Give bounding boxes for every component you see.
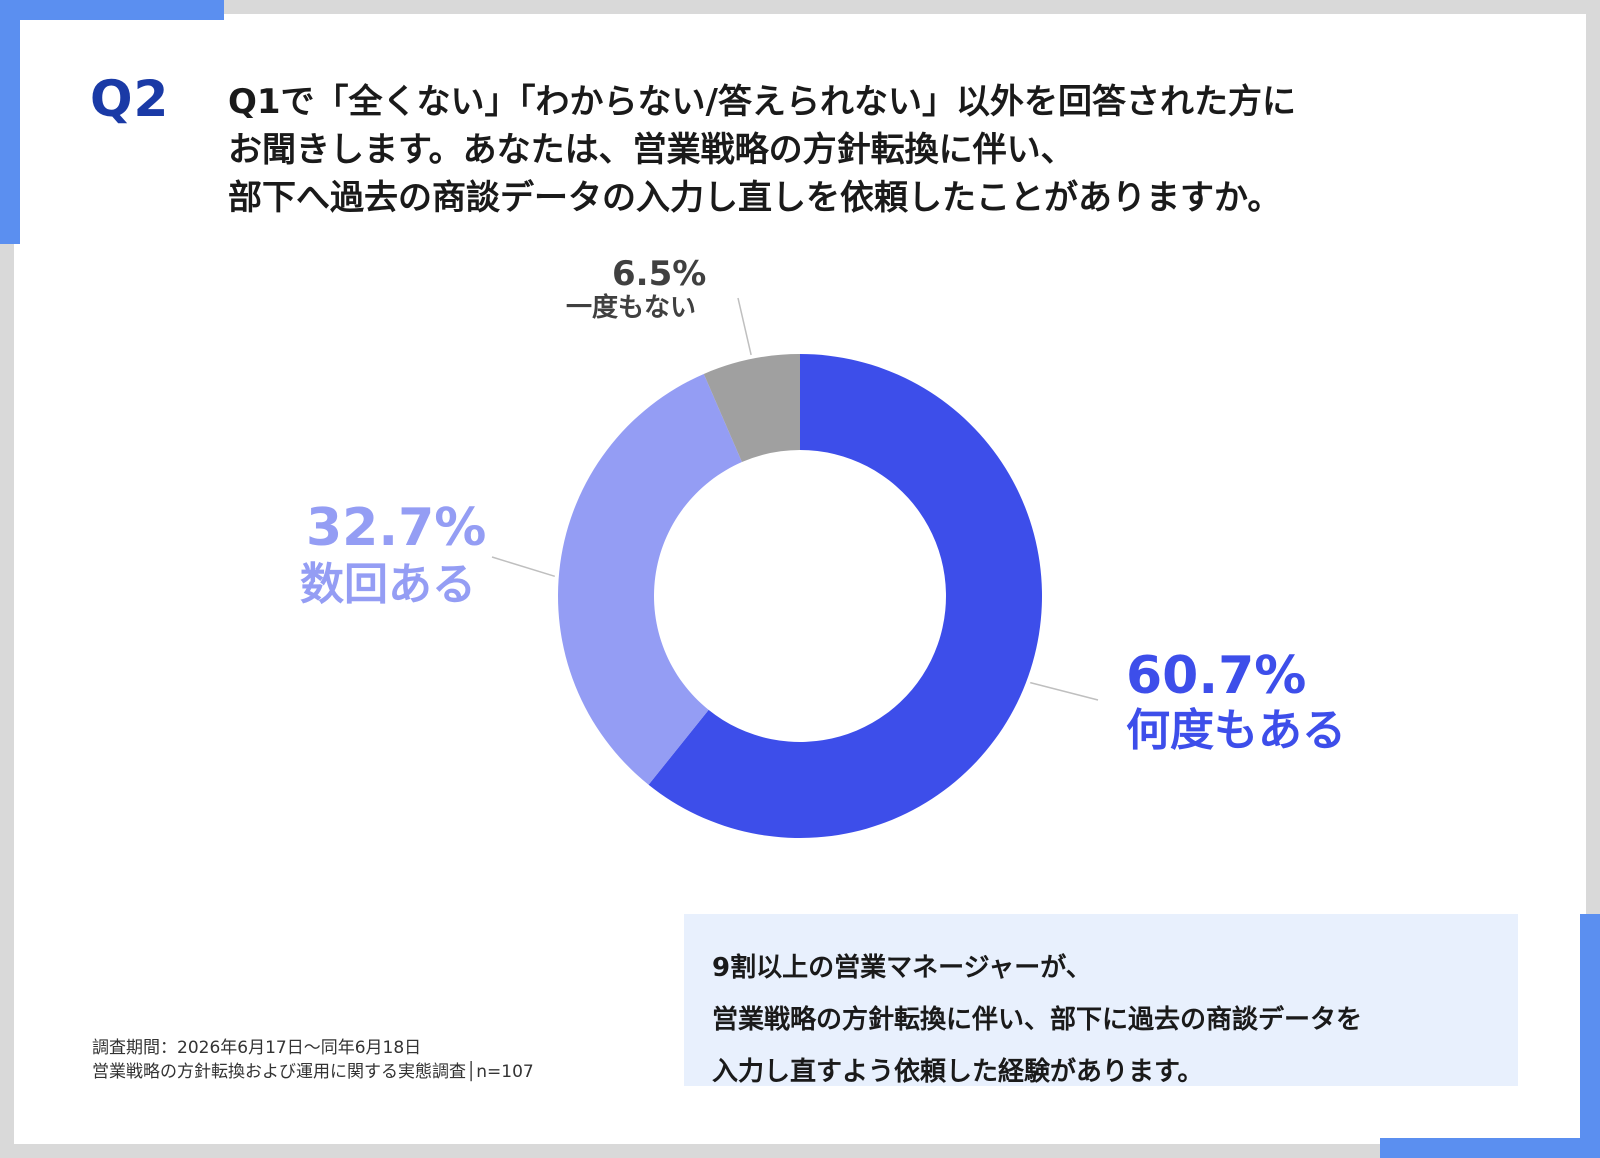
survey-period: 調査期間：2026年6月17日～同年6月18日: [92, 1038, 422, 1058]
corner-accent-bottom-right-vertical: [1580, 914, 1600, 1158]
slice-category-label-many: 何度もある: [1126, 705, 1346, 756]
question-line: お聞きします。あなたは、営業戦略の方針転換に伴い、: [228, 130, 1075, 170]
slice-category-label-none: 一度もない: [566, 293, 697, 323]
slice-value-label-none: 6.5%: [612, 254, 707, 294]
callout-line: 営業戦略の方針転換に伴い、部下に過去の商談データを: [712, 1005, 1363, 1035]
question-number: Q2: [90, 70, 170, 128]
frame-border-bottom: [0, 1144, 1600, 1158]
callout-line: 9割以上の営業マネージャーが、: [712, 953, 1092, 983]
corner-accent-top-left-vertical: [0, 0, 20, 244]
corner-accent-bottom-right: [1380, 1138, 1600, 1158]
leader-line-none: [737, 297, 752, 356]
summary-callout: 9割以上の営業マネージャーが、 営業戦略の方針転換に伴い、部下に過去の商談データ…: [684, 914, 1518, 1087]
frame-border-top: [0, 0, 1600, 14]
slice-value-label-several: 32.7%: [306, 498, 487, 558]
question-line: Q1で「全くない」「わからない/答えられない」以外を回答された方に: [228, 82, 1296, 122]
slice-many: [648, 354, 1042, 838]
callout-line: 入力し直すよう依頼した経験があります。: [712, 1057, 1204, 1087]
survey-name: 営業戦略の方針転換および運用に関する実態調査│n=107: [92, 1062, 534, 1082]
survey-footnote: 調査期間：2026年6月17日～同年6月18日 営業戦略の方針転換および運用に関…: [92, 1036, 534, 1084]
slice-several: [557, 373, 742, 785]
leader-line-several: [491, 556, 556, 578]
slice-category-label-several: 数回ある: [300, 559, 476, 610]
question-text: Q1で「全くない」「わからない/答えられない」以外を回答された方に お聞きします…: [228, 78, 1558, 222]
frame-border-left: [0, 0, 14, 1158]
corner-accent-top-left: [0, 0, 224, 20]
slice-none: [703, 354, 800, 463]
slice-value-label-many: 60.7%: [1126, 646, 1307, 706]
question-line: 部下へ過去の商談データの入力し直しを依頼したことがありますか。: [228, 178, 1282, 218]
leader-line-many: [1030, 681, 1099, 701]
frame-border-right: [1586, 0, 1600, 1158]
